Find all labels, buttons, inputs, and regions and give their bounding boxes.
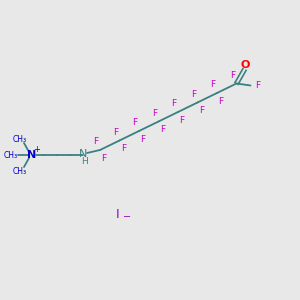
Text: F: F bbox=[160, 125, 165, 134]
Text: +: + bbox=[34, 146, 40, 154]
Text: F: F bbox=[101, 154, 106, 163]
Text: F: F bbox=[199, 106, 204, 115]
Text: H: H bbox=[81, 157, 87, 166]
Text: F: F bbox=[140, 135, 146, 144]
Text: N: N bbox=[27, 150, 37, 160]
Text: F: F bbox=[191, 90, 196, 99]
Text: F: F bbox=[179, 116, 184, 124]
Text: F: F bbox=[152, 109, 157, 118]
Text: F: F bbox=[211, 80, 216, 89]
Text: F: F bbox=[133, 118, 138, 127]
Text: CH₃: CH₃ bbox=[13, 167, 27, 176]
Text: −: − bbox=[123, 212, 131, 222]
Text: F: F bbox=[121, 144, 126, 153]
Text: O: O bbox=[241, 59, 250, 70]
Text: N: N bbox=[79, 149, 87, 159]
Text: F: F bbox=[230, 71, 235, 80]
Text: F: F bbox=[172, 99, 177, 108]
Text: CH₃: CH₃ bbox=[13, 134, 27, 143]
Text: F: F bbox=[218, 97, 224, 106]
Text: F: F bbox=[255, 81, 260, 90]
Text: I: I bbox=[116, 208, 120, 221]
Text: F: F bbox=[113, 128, 118, 137]
Text: F: F bbox=[94, 137, 99, 146]
Text: CH₃: CH₃ bbox=[4, 151, 18, 160]
